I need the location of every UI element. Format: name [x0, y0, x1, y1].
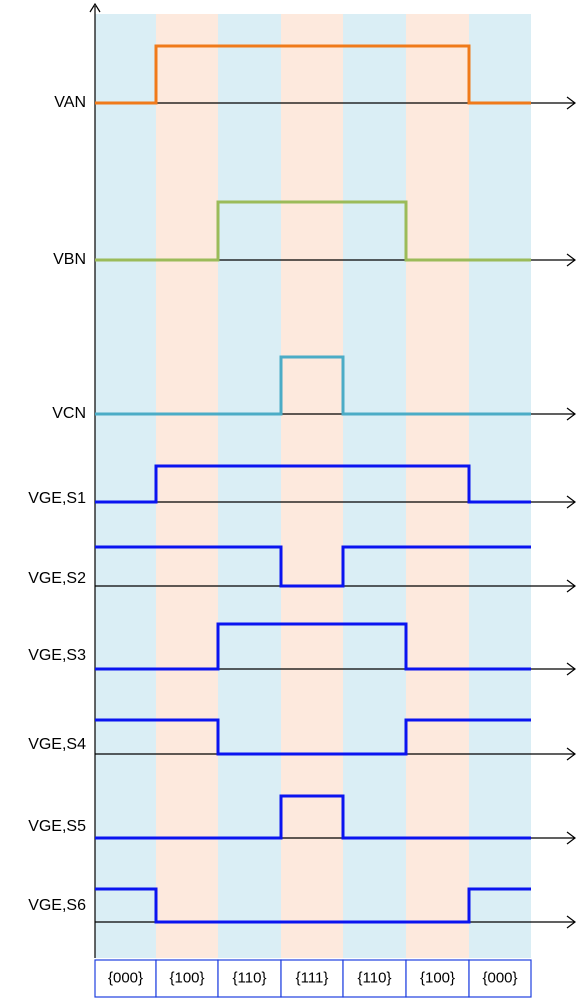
time-axis-arrowhead [566, 915, 576, 929]
waveform-vge-s3 [95, 622, 531, 671]
interval-band [156, 14, 218, 958]
interval-band [281, 14, 343, 958]
waveform-van [95, 44, 531, 105]
state-label: {110} [358, 969, 392, 986]
interval-band [218, 14, 281, 958]
time-axis-arrowhead [566, 495, 576, 509]
signal-label: VGE,S6 [28, 897, 86, 914]
state-box [342, 959, 407, 998]
signal-label: VCN [52, 405, 86, 422]
signal-label: VGE,S4 [28, 736, 86, 753]
time-axis-arrowhead [566, 407, 576, 421]
state-label: {111} [296, 969, 329, 986]
signal-labels: VAN VBN VCN VGE,S1 VGE,S2 VGE,S3 VGE,S4 VGE,S5 V… [28, 94, 86, 914]
state-box [280, 959, 344, 998]
signal-label: VBN [53, 251, 86, 268]
waveform-vge-s2 [95, 545, 531, 588]
waveform-vcn [95, 355, 531, 416]
signal-label: VGE,S2 [28, 570, 86, 587]
time-axis-arrowhead [566, 662, 576, 676]
waveform-vge-s5 [95, 794, 531, 840]
waveform-vge-s6 [95, 887, 531, 924]
time-axis-arrowhead [566, 831, 576, 845]
state-box [217, 959, 282, 998]
state-interval-bands [95, 14, 531, 958]
state-box [155, 959, 219, 998]
waveform-vge-s1 [95, 464, 531, 504]
state-label: {100} [169, 969, 204, 986]
signal-waveforms [95, 44, 531, 924]
signal-label: VGE,S5 [28, 818, 86, 835]
state-box [468, 959, 532, 998]
state-label: {100} [420, 969, 455, 986]
interval-band [469, 14, 531, 958]
time-axis-arrowhead [566, 747, 576, 761]
state-box [405, 959, 470, 998]
state-label: {110} [233, 969, 267, 986]
time-axis-arrowhead [566, 253, 576, 267]
waveform-vbn [95, 200, 531, 262]
state-label: {000} [108, 969, 143, 986]
interval-band [406, 14, 469, 958]
state-label: {000} [482, 969, 517, 986]
vertical-axis-arrowhead [89, 2, 101, 13]
signal-label: VGE,S1 [28, 490, 86, 507]
interval-band [343, 14, 406, 958]
time-axis-arrowhead [566, 96, 576, 110]
switching-state-labels: {000} {100} {110} {111} {110} {100} {000} [94, 959, 532, 998]
interval-band [95, 14, 156, 958]
signal-label: VAN [54, 94, 86, 111]
waveform-vge-s4 [95, 718, 531, 756]
time-axis-arrowhead [566, 579, 576, 593]
signal-label: VGE,S3 [28, 647, 86, 664]
